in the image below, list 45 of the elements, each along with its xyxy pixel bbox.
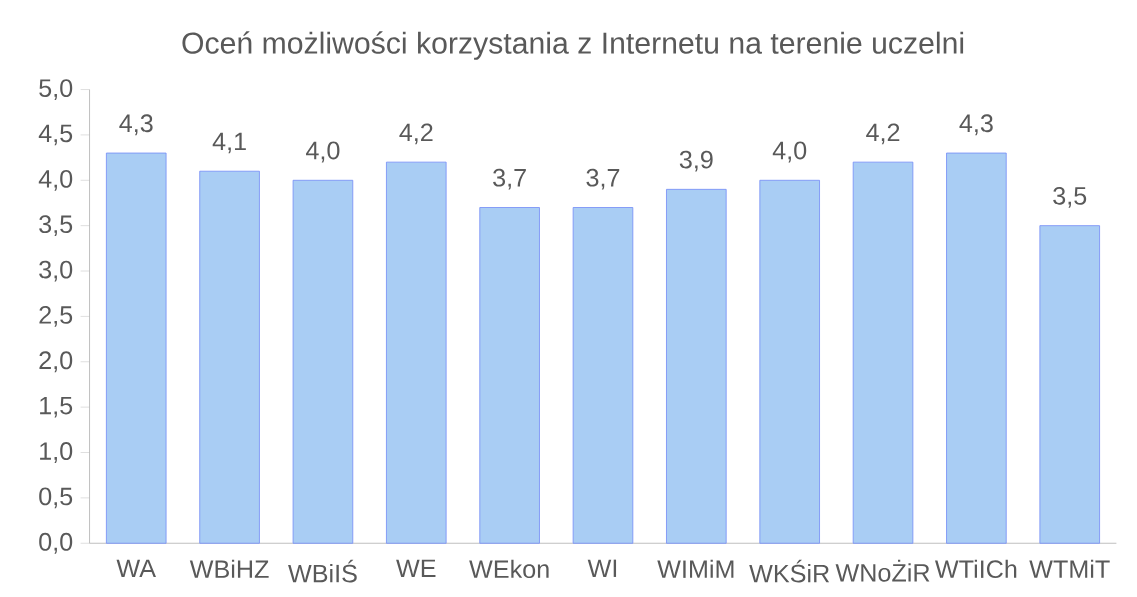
y-tick-label: 5,0 [39, 79, 73, 100]
bar [199, 170, 260, 544]
chart-title: Oceń możliwości korzystania z Internetu na terenie uczelni [182, 31, 964, 60]
x-tick-label: WEkon [469, 559, 549, 579]
x-tick-label: WA [116, 559, 157, 577]
x-tick-label: WNoŻiR [835, 559, 930, 582]
bar [759, 179, 820, 544]
data-label: 3,5 [1053, 186, 1087, 208]
data-label: 3,7 [586, 168, 620, 190]
data-label: 4,1 [212, 132, 246, 154]
data-label: 4,3 [119, 114, 153, 136]
y-tick-label: 2,0 [39, 351, 73, 373]
data-label: 3,7 [493, 168, 526, 190]
x-tick-label: WBiHZ [189, 559, 269, 578]
x-tick-label: WIMiM [657, 559, 734, 578]
y-tick-label: 3,0 [39, 260, 73, 282]
bar [386, 161, 447, 544]
bar [105, 152, 167, 544]
data-label: 4,3 [959, 114, 993, 136]
y-tick-label: 0,5 [39, 487, 73, 509]
y-tick-label: 4,5 [38, 124, 73, 146]
y-tick-label: 4,0 [38, 169, 73, 191]
bar [946, 152, 1007, 544]
x-tick-label: WE [396, 559, 436, 577]
x-tick-label: WBiIŚ [288, 559, 357, 583]
data-label: 4,2 [399, 123, 433, 145]
y-tick-label: 3,5 [39, 215, 73, 237]
bar [572, 207, 634, 544]
x-tick-label: WI [587, 559, 617, 577]
y-tick-label: 2,5 [39, 306, 73, 327]
x-tick-label: WTiICh [934, 559, 1017, 579]
bar [666, 188, 727, 544]
bar [292, 179, 354, 544]
bar [1039, 225, 1100, 544]
data-label: 4,0 [306, 141, 340, 163]
x-tick-label: WTMiT [1029, 559, 1110, 578]
bar [852, 161, 914, 544]
y-tick-label: 1,5 [40, 396, 73, 418]
data-label: 4,0 [772, 141, 807, 163]
x-tick-label: WKŚiR [749, 559, 830, 583]
y-tick-label: 1,0 [40, 442, 73, 463]
y-tick-label: 0,0 [39, 532, 73, 554]
data-label: 3,9 [679, 150, 713, 172]
data-label: 4,2 [866, 123, 900, 145]
bar [479, 207, 540, 544]
